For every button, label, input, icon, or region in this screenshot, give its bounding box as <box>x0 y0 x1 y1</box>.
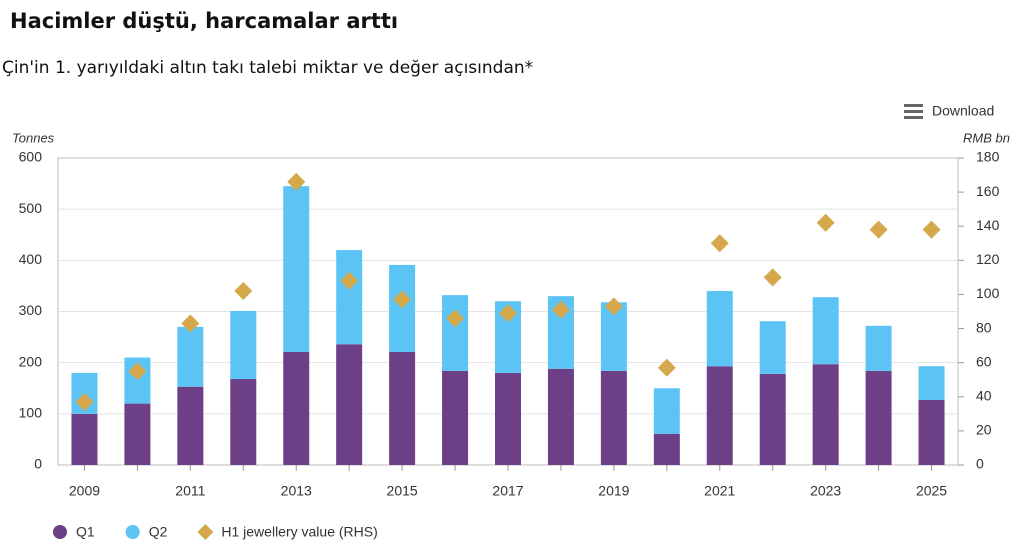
bar-segment <box>124 403 151 465</box>
y-tick-label: 0 <box>34 456 42 472</box>
legend-marker <box>125 525 140 539</box>
x-tick-label: 2025 <box>916 483 947 499</box>
x-tick-label: 2013 <box>281 483 312 499</box>
bar-segment <box>600 370 627 465</box>
bar-segment <box>653 388 680 434</box>
y2-tick-label: 0 <box>976 456 984 472</box>
y2-axis-title: RMB bn <box>963 130 1010 145</box>
bar-segment <box>177 326 204 387</box>
y2-tick-label: 100 <box>976 285 1000 301</box>
y2-tick-label: 80 <box>976 319 992 335</box>
x-tick-label: 2021 <box>704 483 735 499</box>
diamond-marker <box>181 314 200 333</box>
bar-segment <box>442 295 469 371</box>
chart-subtitle: Çin'in 1. yarıyıldaki altın takı talebi … <box>2 58 533 78</box>
diamond-marker <box>710 234 729 253</box>
diamond-marker <box>869 220 888 239</box>
bar-segment <box>442 370 469 465</box>
diamond-marker <box>128 362 147 381</box>
diamond-marker <box>75 392 94 411</box>
legend-marker <box>53 525 67 539</box>
y-axis-title: Tonnes <box>12 130 55 145</box>
bar-segment <box>177 386 204 465</box>
bar-segment <box>495 372 521 465</box>
bar-segment <box>918 400 945 465</box>
bar-segment <box>283 186 310 352</box>
bar-segment <box>283 351 310 465</box>
bar-segment <box>706 366 733 465</box>
bar-segment <box>653 433 680 465</box>
bar-segment <box>918 366 945 401</box>
chart-title: Hacimler düştü, harcamalar arttı <box>10 9 398 33</box>
diamond-marker <box>763 268 782 287</box>
bar-segment <box>865 370 892 465</box>
legend-label: H1 jewellery value (RHS) <box>221 524 377 540</box>
x-tick-label: 2017 <box>492 483 523 499</box>
menu-icon <box>904 110 923 113</box>
y-tick-label: 500 <box>19 200 43 216</box>
diamond-marker <box>287 172 306 191</box>
x-tick-label: 2011 <box>175 483 205 499</box>
diamond-marker <box>816 213 835 232</box>
bar-segment <box>706 291 733 367</box>
download-label[interactable]: Download <box>932 103 994 119</box>
diamond-marker <box>499 304 517 323</box>
bar-segment <box>759 321 786 374</box>
bar-segment <box>389 351 416 465</box>
y2-tick-label: 180 <box>976 149 1000 165</box>
y2-tick-label: 60 <box>976 353 992 369</box>
bar-segment <box>759 373 786 465</box>
y2-tick-label: 140 <box>976 217 1000 233</box>
y2-tick-label: 40 <box>976 387 992 403</box>
bar-segment <box>336 250 363 345</box>
bar-segment <box>230 310 257 380</box>
x-tick-label: 2023 <box>810 483 841 499</box>
legend-marker <box>197 524 214 540</box>
diamond-marker <box>446 309 465 328</box>
legend-label: Q1 <box>76 524 95 540</box>
y-tick-label: 200 <box>19 353 43 369</box>
x-tick-label: 2019 <box>598 483 629 499</box>
bar-segment <box>547 368 574 465</box>
bar-segment <box>336 344 363 465</box>
diamond-marker <box>922 220 941 239</box>
x-tick-label: 2009 <box>69 483 100 499</box>
bar-segment <box>812 364 839 465</box>
diamond-marker <box>657 358 676 377</box>
diamond-marker <box>551 300 570 319</box>
bar-segment <box>230 379 257 465</box>
diamond-marker <box>340 271 359 290</box>
menu-icon <box>904 116 923 119</box>
download-button[interactable]: Download <box>904 103 994 119</box>
x-tick-label: 2015 <box>387 483 418 499</box>
legend-label: Q2 <box>149 524 168 540</box>
bar-segment <box>812 297 839 365</box>
y-tick-label: 400 <box>19 251 43 267</box>
diamond-marker <box>393 290 412 309</box>
y2-tick-label: 160 <box>976 183 1000 199</box>
diamond-marker <box>234 282 253 301</box>
bar-segment <box>865 325 892 371</box>
y-tick-label: 100 <box>19 405 43 421</box>
diamond-marker <box>604 297 623 316</box>
y2-tick-label: 20 <box>976 422 992 438</box>
menu-icon <box>904 104 923 107</box>
y2-tick-label: 120 <box>976 251 1000 267</box>
y-tick-label: 600 <box>19 149 43 165</box>
bar-segment <box>71 413 98 465</box>
y-tick-label: 300 <box>19 302 43 318</box>
